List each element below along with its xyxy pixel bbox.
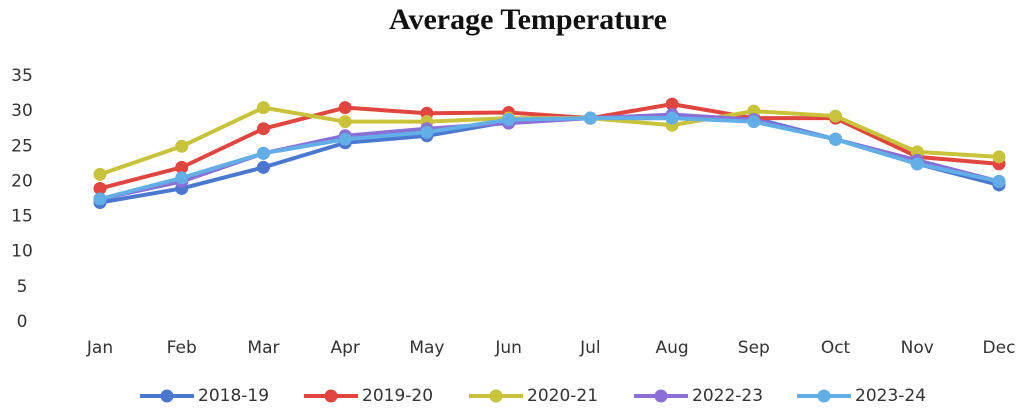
legend-label: 2019-20 [362, 386, 433, 406]
data-point [175, 139, 189, 153]
data-point [338, 101, 352, 115]
x-tick-label: Dec [983, 338, 1016, 358]
data-point [338, 132, 352, 146]
data-point [992, 174, 1006, 188]
y-tick-label: 30 [11, 101, 33, 121]
data-point [665, 97, 679, 111]
x-tick-label: Apr [330, 338, 359, 358]
x-tick-label: Feb [167, 338, 197, 358]
legend-marker [160, 389, 174, 403]
y-tick-label: 35 [11, 66, 33, 86]
chart-title: Average Temperature [389, 3, 667, 36]
data-point [93, 167, 107, 181]
x-tick-label: Nov [901, 338, 934, 358]
x-tick-label: Jul [579, 338, 601, 358]
data-point [175, 160, 189, 174]
y-tick-label: 0 [17, 312, 28, 332]
data-point [829, 132, 843, 146]
data-point [256, 122, 270, 136]
x-tick-label: Jun [494, 338, 522, 358]
data-point [256, 101, 270, 115]
legend-marker [817, 389, 831, 403]
x-tick-label: Jan [86, 338, 113, 358]
data-point [665, 111, 679, 125]
x-tick-label: Mar [247, 338, 279, 358]
data-point [93, 192, 107, 206]
legend-marker [489, 389, 503, 403]
data-point [747, 115, 761, 129]
data-point [992, 150, 1006, 164]
data-point [583, 111, 597, 125]
data-point [93, 181, 107, 195]
legend-marker [654, 389, 668, 403]
data-point [338, 115, 352, 129]
data-point [910, 157, 924, 171]
series-line [99, 102, 1000, 191]
x-tick-label: Oct [821, 338, 851, 358]
x-tick-label: Aug [655, 338, 688, 358]
y-tick-label: 20 [11, 171, 33, 191]
y-tick-label: 10 [11, 242, 33, 262]
y-tick-label: 15 [11, 207, 33, 227]
legend-label: 2020-21 [527, 386, 598, 406]
y-tick-label: 5 [17, 277, 28, 297]
data-point [175, 171, 189, 185]
legend-label: 2018-19 [198, 386, 269, 406]
x-tick-label: May [409, 338, 444, 358]
x-tick-label: Sep [738, 338, 770, 358]
series-line [99, 116, 1000, 201]
y-tick-label: 25 [11, 136, 33, 156]
data-point [256, 160, 270, 174]
data-point [829, 109, 843, 123]
data-point [420, 125, 434, 139]
data-point [502, 113, 516, 127]
legend-label: 2023-24 [855, 386, 926, 406]
data-point [256, 146, 270, 160]
legend-marker [324, 389, 338, 403]
legend-label: 2022-23 [692, 386, 763, 406]
